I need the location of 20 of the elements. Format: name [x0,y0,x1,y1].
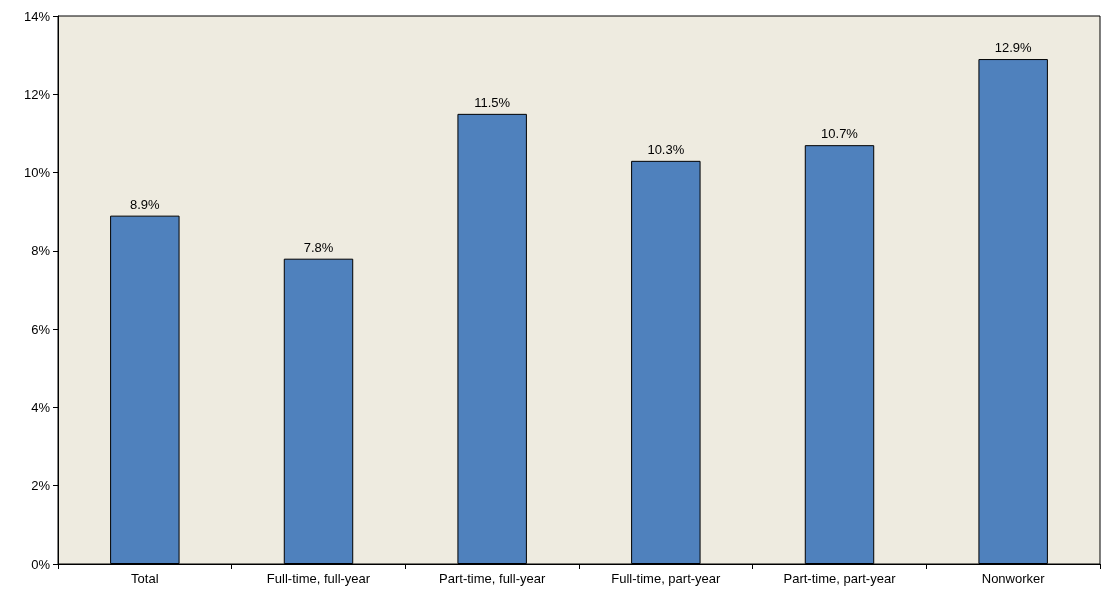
data-label: 10.7% [821,126,859,142]
y-tick-label: 10% [23,165,51,181]
x-tick-label: Nonworker [981,571,1046,586]
data-label: 12.9% [994,40,1033,56]
x-tick-label: Total [131,571,159,586]
y-tick-label: 6% [31,321,51,337]
y-tick-label: 2% [31,478,51,494]
x-tick-label: Full-time, full-year [266,571,371,586]
x-tick-label: Part-time, full-year [439,571,546,586]
data-label: 10.3% [647,141,685,157]
y-tick-label: 14% [23,8,51,24]
y-tick-label: 4% [31,399,51,415]
y-tick-label: 12% [23,86,51,102]
x-tick-label: Part-time, part-year [783,571,897,586]
y-tick-label: 0% [31,556,51,572]
data-label: 7.8% [303,239,334,255]
x-tick-label: Full-time, part-year [611,571,722,586]
y-tick-label: 8% [31,243,51,259]
data-label: 11.5% [474,94,511,110]
data-label: 8.9% [130,196,161,212]
